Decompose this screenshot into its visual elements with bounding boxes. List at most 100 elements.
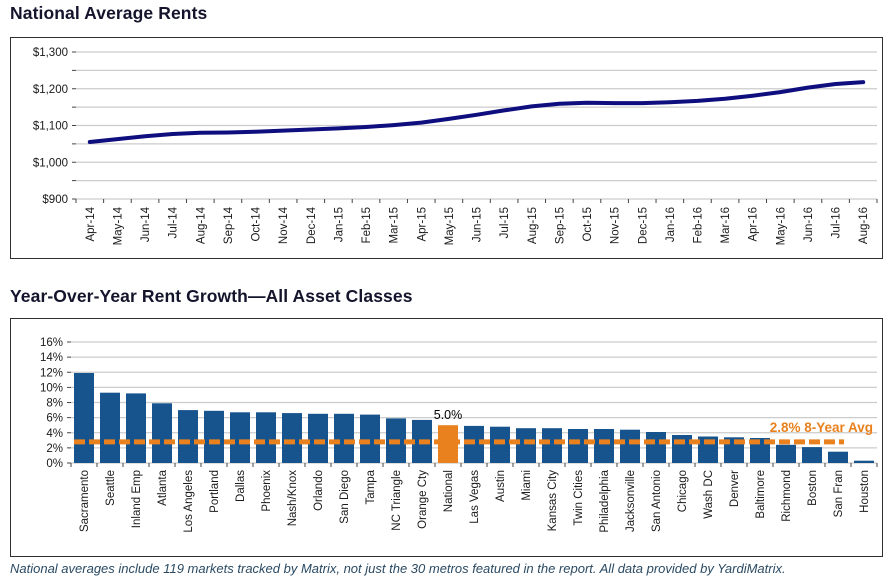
x-tick-label: Atlanta [157,469,169,505]
x-tick-label: Wash DC [703,470,715,519]
x-tick-label: Jan-16 [665,207,677,242]
x-tick-label: Dec-14 [306,206,318,244]
x-tick-label: May-16 [775,207,787,245]
x-tick-label: Mar-16 [720,207,732,243]
y-tick-label: 12% [40,367,63,379]
bar-tampa [360,414,380,463]
y-tick-label: 2% [46,443,63,455]
x-tick-label: May-14 [112,206,124,245]
x-tick-label: Jan-15 [333,207,345,242]
x-tick-label: May-15 [444,207,456,245]
x-tick-label: Jul-15 [499,207,511,238]
x-tick-label: Philadelphia [599,469,611,532]
x-tick-label: Jul-16 [831,207,843,238]
x-tick-label: Jul-14 [168,206,180,238]
y-tick-label: $1,200 [33,84,68,96]
bar-richmond [776,444,796,463]
bar-dallas [230,412,250,463]
bar-san-antonio [646,432,666,463]
y-axis: $1,300 $1,200 $1,100 $1,000 $900 [33,47,76,206]
x-tick-label: Los Angeles [183,470,195,533]
x-tick-label: Oct-15 [582,207,594,242]
x-tick-label: Kansas City [547,470,559,532]
x-axis: Sacramento Seattle Inland Emp Atlanta Los An… [70,463,878,533]
x-tick-label: Aug-16 [858,207,870,244]
y-tick-label: 10% [40,382,63,394]
x-tick-label: Aug-15 [527,207,539,244]
x-tick-label: Dallas [235,470,247,502]
x-tick-label: Portland [209,470,221,513]
x-tick-label: Oct-14 [251,206,263,241]
bar-san-diego [334,413,354,463]
bar-seattle [100,392,120,463]
line-chart-title: National Average Rents [10,3,208,23]
bar-jacksonville [620,429,640,463]
bar-orlando [308,413,328,463]
x-tick-label: San Fran [833,470,845,517]
x-tick-label: Dec-15 [637,207,649,244]
x-tick-label: Jun-16 [803,207,815,242]
x-tick-label: Boston [807,470,819,506]
yoy-rent-growth-chart: 16% 14% 12% 10% 8% 6% 4% 2% 0% Sacramento Seattle I… [10,318,883,557]
y-tick-label: $1,300 [33,47,68,59]
bar-national [438,425,458,463]
bar-las-vegas [464,425,484,463]
bar-portland [204,410,224,463]
bar-atlanta [152,403,172,463]
rent-growth-bar-chart-canvas: 16% 14% 12% 10% 8% 6% 4% 2% 0% Sacramento Seattle I… [40,337,878,533]
x-tick-label: Jacksonville [625,470,637,532]
x-tick-label: Apr-14 [85,206,97,241]
x-tick-label: Aug-14 [195,206,207,244]
x-tick-label: Nash/Knox [287,470,299,527]
x-tick-label: San Diego [339,470,351,524]
y-tick-label: 14% [40,352,63,364]
bar-sacramento [74,373,94,463]
y-tick-label: 0% [46,458,63,470]
bar-austin [490,426,510,463]
x-tick-label: Baltimore [755,470,767,519]
bar-houston [854,460,874,463]
y-tick-label: 8% [46,398,63,410]
x-tick-label: Orlando [313,470,325,511]
x-tick-label: Sep-15 [554,207,566,244]
x-tick-label: Twin Cities [573,470,585,526]
x-tick-label: Orange Cty [417,470,429,529]
x-tick-label: Feb-16 [692,207,704,243]
x-tick-label: Nov-14 [278,206,290,244]
x-tick-label: Richmond [781,470,793,522]
x-tick-label: Mar-15 [389,207,401,243]
x-tick-label: Tampa [365,469,377,504]
x-tick-label: Denver [729,470,741,507]
y-tick-label: $1,000 [33,157,68,169]
x-tick-label: Jun-15 [472,207,484,242]
avg-line-label: 2.8% 8-Year Avg [770,420,873,435]
y-gridlines [76,51,877,200]
x-tick-label: Sacramento [79,470,91,532]
x-tick-label: Phoenix [261,470,273,512]
footer-note: National averages include 119 markets tr… [10,561,786,576]
x-tick-label: NC Triangle [391,470,403,531]
x-tick-label: Nov-15 [610,207,622,244]
bar-boston [802,447,822,463]
bar-philadelphia [594,429,614,463]
x-tick-label: Miami [521,470,533,501]
bar-san-fran [828,451,848,463]
bar-inland-emp [126,393,146,463]
x-axis: Apr-14 May-14 Jun-14 Jul-14 Aug-14 Sep-14 Oct-… [75,199,878,245]
bar-chart-title: Year-Over-Year Rent Growth—All Asset Cla… [10,286,413,306]
y-axis: 16% 14% 12% 10% 8% 6% 4% 2% 0% [40,337,71,470]
y-tick-label: 16% [40,337,63,349]
x-tick-label: Seattle [105,470,117,506]
bar-miami [516,428,536,463]
x-tick-label: Apr-15 [416,207,428,242]
bar-nash-knox [282,413,302,463]
rent-trend-line [87,80,866,144]
bar-phoenix [256,412,276,463]
x-tick-label: Sep-14 [223,206,235,244]
y-tick-label: 6% [46,413,63,425]
x-tick-label: San Antonio [651,470,663,532]
bar-los-angeles [178,410,198,463]
y-tick-label: $1,100 [33,121,68,133]
rent-line-chart-canvas: $1,300 $1,200 $1,100 $1,000 $900 Apr-14 May-14… [33,47,878,245]
